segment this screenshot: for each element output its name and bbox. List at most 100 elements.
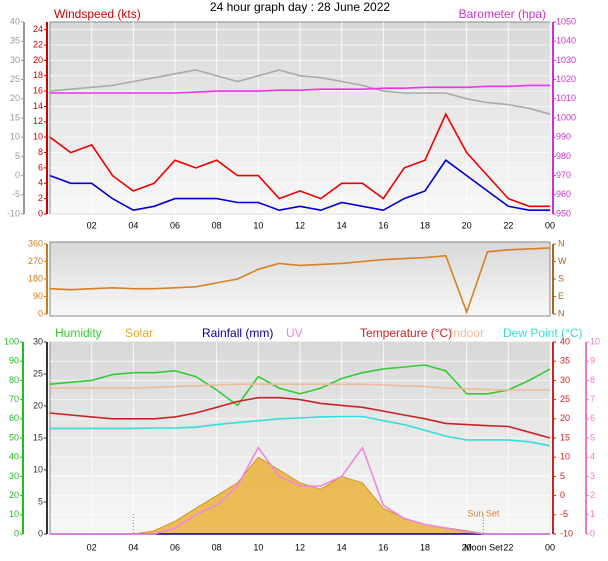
x-tick-label: 04 xyxy=(128,542,138,552)
y-tick-label: 16 xyxy=(33,85,43,95)
y2-tick-label: 950 xyxy=(556,208,571,218)
y2-tick-label: 990 xyxy=(556,132,571,142)
x-tick-label: 22 xyxy=(503,542,513,552)
y-tick-label: 24 xyxy=(33,24,43,34)
y2-tick-label: 1030 xyxy=(556,55,576,65)
x-tick-label: 20 xyxy=(462,220,472,230)
x-tick-label: 22 xyxy=(503,220,513,230)
x-tick-label: 06 xyxy=(170,220,180,230)
y2-tick-label: 10 xyxy=(33,464,43,474)
y4-tick-label: 10 xyxy=(590,336,600,346)
series-line xyxy=(49,396,551,439)
y3-tick-label: 5 xyxy=(15,151,20,161)
legend-entry: Rainfall (mm) xyxy=(202,326,273,340)
y-tick-label: 4 xyxy=(38,178,43,188)
y3-tick-label: 5 xyxy=(560,471,565,481)
y2-tick-label: 30 xyxy=(33,336,43,346)
y3-tick-label: 30 xyxy=(560,375,570,385)
y2-tick-label: 960 xyxy=(556,189,571,199)
series-line xyxy=(49,69,551,115)
y4-tick-label: 5 xyxy=(590,432,595,442)
y2-tick-label: S xyxy=(558,273,564,283)
y4-tick-label: 3 xyxy=(590,471,595,481)
x-tick-label: 12 xyxy=(295,220,305,230)
x-tick-label: 10 xyxy=(253,220,263,230)
y3-tick-label: 35 xyxy=(10,36,20,46)
y2-tick-label: 1000 xyxy=(556,112,576,122)
y4-tick-label: 8 xyxy=(590,375,595,385)
y-tick-label: 20 xyxy=(33,55,43,65)
y-tick-label: 70 xyxy=(9,394,19,404)
series-line xyxy=(50,415,551,447)
y3-tick-label: -5 xyxy=(560,509,568,519)
legend-entry: UV xyxy=(286,326,303,340)
series-line xyxy=(50,84,550,94)
y2-tick-label: W xyxy=(558,256,567,266)
y3-tick-label: 30 xyxy=(10,55,20,65)
y4-tick-label: 1 xyxy=(590,509,595,519)
y3-tick-label: -5 xyxy=(12,189,20,199)
y3-tick-label: 15 xyxy=(560,432,570,442)
y-tick-label: 0 xyxy=(38,308,43,318)
y-tick-label: 180 xyxy=(28,273,43,283)
y-tick-label: 0 xyxy=(14,528,19,538)
y2-tick-label: 0 xyxy=(38,528,43,538)
y-axis-label: Windspeed (kts) xyxy=(54,7,141,21)
x-tick-label: 00 xyxy=(545,220,555,230)
panel-direction xyxy=(49,241,551,317)
y3-tick-label: 35 xyxy=(560,356,570,366)
y3-tick-label: 25 xyxy=(10,74,20,84)
y3-tick-label: 40 xyxy=(560,336,570,346)
y2-tick-label: 1020 xyxy=(556,74,576,84)
x-tick-label: 14 xyxy=(337,542,347,552)
y4-tick-label: 9 xyxy=(590,356,595,366)
y-tick-label: 18 xyxy=(33,70,43,80)
y2-tick-label: 980 xyxy=(556,151,571,161)
y-tick-label: 80 xyxy=(9,375,19,385)
x-tick-label: 06 xyxy=(170,542,180,552)
y-tick-label: 90 xyxy=(33,291,43,301)
x-tick-label: 14 xyxy=(337,220,347,230)
y4-tick-label: 4 xyxy=(590,452,595,462)
y3-tick-label: 15 xyxy=(10,112,20,122)
x-tick-label: 02 xyxy=(87,220,97,230)
y2-tick-label: 1040 xyxy=(556,36,576,46)
series-line xyxy=(49,247,551,315)
annotation: Sun Set xyxy=(467,508,500,518)
y-tick-label: 60 xyxy=(9,413,19,423)
y3-tick-label: -10 xyxy=(7,208,20,218)
y3-tick-label: -10 xyxy=(560,528,573,538)
y3-tick-label: 20 xyxy=(560,413,570,423)
legend-entry: Solar xyxy=(125,326,153,340)
legend-entry: Dew Point (°C) xyxy=(503,326,582,340)
y2-tick-label: 5 xyxy=(38,496,43,506)
y3-tick-label: 40 xyxy=(10,16,20,26)
y-tick-label: 0 xyxy=(38,208,43,218)
x-tick-label: 16 xyxy=(378,542,388,552)
legend-entry: Indoor xyxy=(450,326,484,340)
x-tick-label: 08 xyxy=(212,542,222,552)
y2-tick-label: E xyxy=(558,291,564,301)
x-tick-label: 00 xyxy=(545,542,555,552)
y2-tick-label: 15 xyxy=(33,432,43,442)
x-tick-label: 18 xyxy=(420,542,430,552)
y2-tick-label: 1050 xyxy=(556,16,576,26)
y3-tick-label: 10 xyxy=(10,132,20,142)
x-tick-label: 02 xyxy=(87,542,97,552)
y-tick-label: 6 xyxy=(38,162,43,172)
x-tick-label: 20 xyxy=(462,542,472,552)
x-tick-label: 18 xyxy=(420,220,430,230)
y4-tick-label: 6 xyxy=(590,413,595,423)
series-line xyxy=(49,159,550,212)
x-tick-label: 10 xyxy=(253,542,263,552)
legend-entry: Temperature (°C) xyxy=(360,326,452,340)
series-line xyxy=(49,112,550,208)
series-line xyxy=(50,445,550,535)
y-tick-label: 270 xyxy=(28,256,43,266)
y2-tick-label: N xyxy=(558,238,565,248)
y-tick-label: 20 xyxy=(9,490,19,500)
y4-tick-label: 7 xyxy=(590,394,595,404)
y-tick-label: 14 xyxy=(33,101,43,111)
legend-entry: Humidity xyxy=(55,326,102,340)
x-tick-label: 08 xyxy=(212,220,222,230)
